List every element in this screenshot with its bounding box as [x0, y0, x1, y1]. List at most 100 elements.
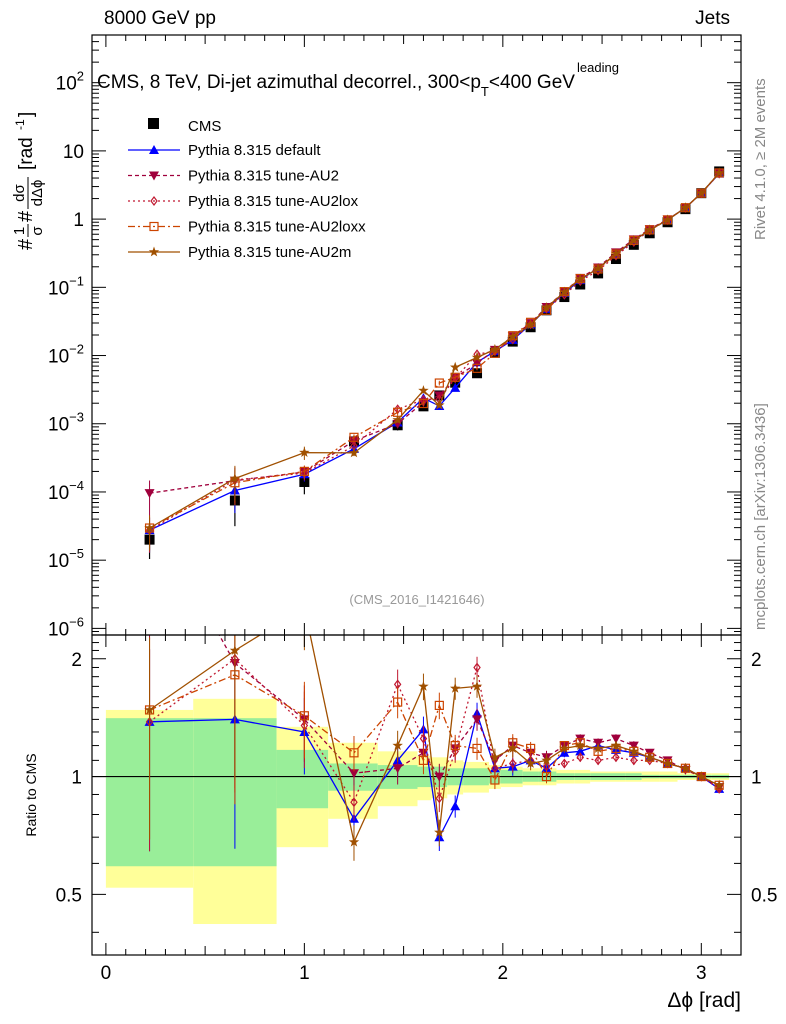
ratio-point — [509, 758, 517, 769]
ratio-point — [628, 745, 640, 756]
series-point — [471, 352, 483, 362]
legend: CMS Pythia 8.315 default Pythia 8.315 tune… — [128, 118, 366, 261]
ratio-y-tick-label: 0.5 — [56, 885, 82, 906]
ratio-point — [350, 797, 358, 808]
ratio-point — [490, 775, 500, 785]
series-point — [680, 202, 691, 213]
series-point — [348, 447, 360, 458]
ratio-point — [575, 740, 586, 750]
header-right: Jets — [695, 8, 730, 29]
ratio-point — [559, 742, 570, 753]
ratio-point — [560, 758, 569, 769]
series-point — [696, 187, 707, 198]
y-label-part: ] — [16, 112, 37, 117]
ratio-point — [594, 755, 602, 766]
legend-label-cms: CMS — [188, 118, 221, 135]
cms-data-point — [472, 368, 483, 379]
y-label-part: [rad — [16, 137, 37, 170]
ratio-point — [434, 772, 445, 782]
series-point — [575, 273, 586, 284]
series-point — [349, 432, 359, 442]
y-tick-label: 10−6 — [48, 614, 84, 640]
ratio-point — [348, 769, 359, 779]
ratio-point — [662, 758, 673, 768]
legend-label-4: Pythia 8.315 tune-AU2m — [188, 244, 351, 261]
y-tick-label: 1 — [73, 210, 84, 231]
ratio-point — [229, 645, 241, 655]
ratio-point — [680, 762, 691, 773]
ratio-point — [434, 826, 445, 837]
ratio-point — [299, 711, 309, 721]
ratio-point — [576, 752, 584, 763]
ratio-point — [612, 752, 620, 763]
series-point — [450, 382, 461, 392]
legend-marker-1 — [149, 171, 159, 181]
series-point — [662, 214, 673, 225]
ratio-point — [610, 734, 621, 744]
y-tick-label: 10−1 — [48, 273, 84, 299]
ratio-point — [507, 742, 518, 753]
y-label-part: -1 — [13, 119, 27, 130]
ratio-y-tick-label-right: 0.5 — [751, 885, 777, 906]
ratio-point — [644, 751, 655, 762]
ratio-point — [630, 755, 638, 766]
series-point — [434, 399, 445, 410]
ratio-frame — [91, 634, 742, 956]
header-left: 8000 GeV pp — [104, 8, 216, 29]
cms-data-point — [559, 292, 570, 303]
series-point — [144, 489, 155, 499]
series-point — [592, 263, 604, 273]
series-point — [507, 331, 518, 342]
stat-band — [276, 749, 329, 809]
ratio-point — [392, 740, 403, 750]
y-tick-label: 102 — [56, 69, 84, 95]
ratio-plot-area — [144, 602, 725, 861]
chart-title: CMS, 8 TeV, Di-jet azimuthal decorrel., … — [97, 72, 575, 99]
ratio-point — [418, 680, 429, 691]
series-point — [418, 398, 429, 409]
series-point — [299, 447, 310, 457]
ratio-point — [434, 700, 444, 710]
y-label-part: # — [15, 210, 37, 222]
ratio-point — [450, 682, 461, 693]
legend-marker-2 — [150, 196, 158, 206]
series-point — [644, 224, 655, 235]
y-tick-label: 10−2 — [48, 342, 84, 368]
ratio-point — [592, 742, 604, 753]
ratio-point — [473, 662, 481, 673]
ratio-point — [610, 740, 622, 750]
ratio-point — [349, 748, 359, 758]
ratio-point — [419, 733, 428, 744]
cms-data-point — [299, 476, 310, 487]
ratio-y-tick-label: 2 — [71, 650, 82, 671]
series-point — [628, 234, 640, 245]
ratio-point — [472, 715, 483, 725]
legend-label-0: Pythia 8.315 default — [188, 142, 321, 159]
series-point — [559, 286, 570, 297]
x-axis-label: Δϕ [rad] — [667, 989, 741, 1012]
ratio-point — [299, 602, 310, 612]
x-tick-label: 0 — [101, 963, 112, 984]
ratio-point — [144, 704, 155, 715]
ratio-point — [472, 743, 482, 754]
series-point — [610, 248, 622, 259]
y-label-part: dσ — [11, 183, 28, 201]
ratio-point — [393, 697, 403, 707]
series-point — [229, 473, 241, 483]
series-point — [489, 343, 501, 354]
x-tick-label: 2 — [498, 963, 509, 984]
ratio-point — [348, 836, 360, 847]
y-axis-label: #1 σ # dσ dΔϕ [rad -1] — [11, 112, 46, 250]
ratio-point — [450, 740, 460, 751]
ratio-point — [435, 793, 444, 804]
y-tick-label: 10 — [63, 142, 84, 163]
legend-marker-4 — [148, 246, 160, 257]
legend-label-2: Pythia 8.315 tune-AU2lox — [188, 193, 359, 210]
chart-title-superscript: leading — [577, 60, 619, 75]
x-tick-label: 3 — [696, 963, 707, 984]
series-point — [144, 522, 155, 533]
legend-label-1: Pythia 8.315 tune-AU2 — [188, 168, 339, 185]
ratio-point — [541, 771, 552, 782]
y-label-part: # — [15, 238, 37, 250]
